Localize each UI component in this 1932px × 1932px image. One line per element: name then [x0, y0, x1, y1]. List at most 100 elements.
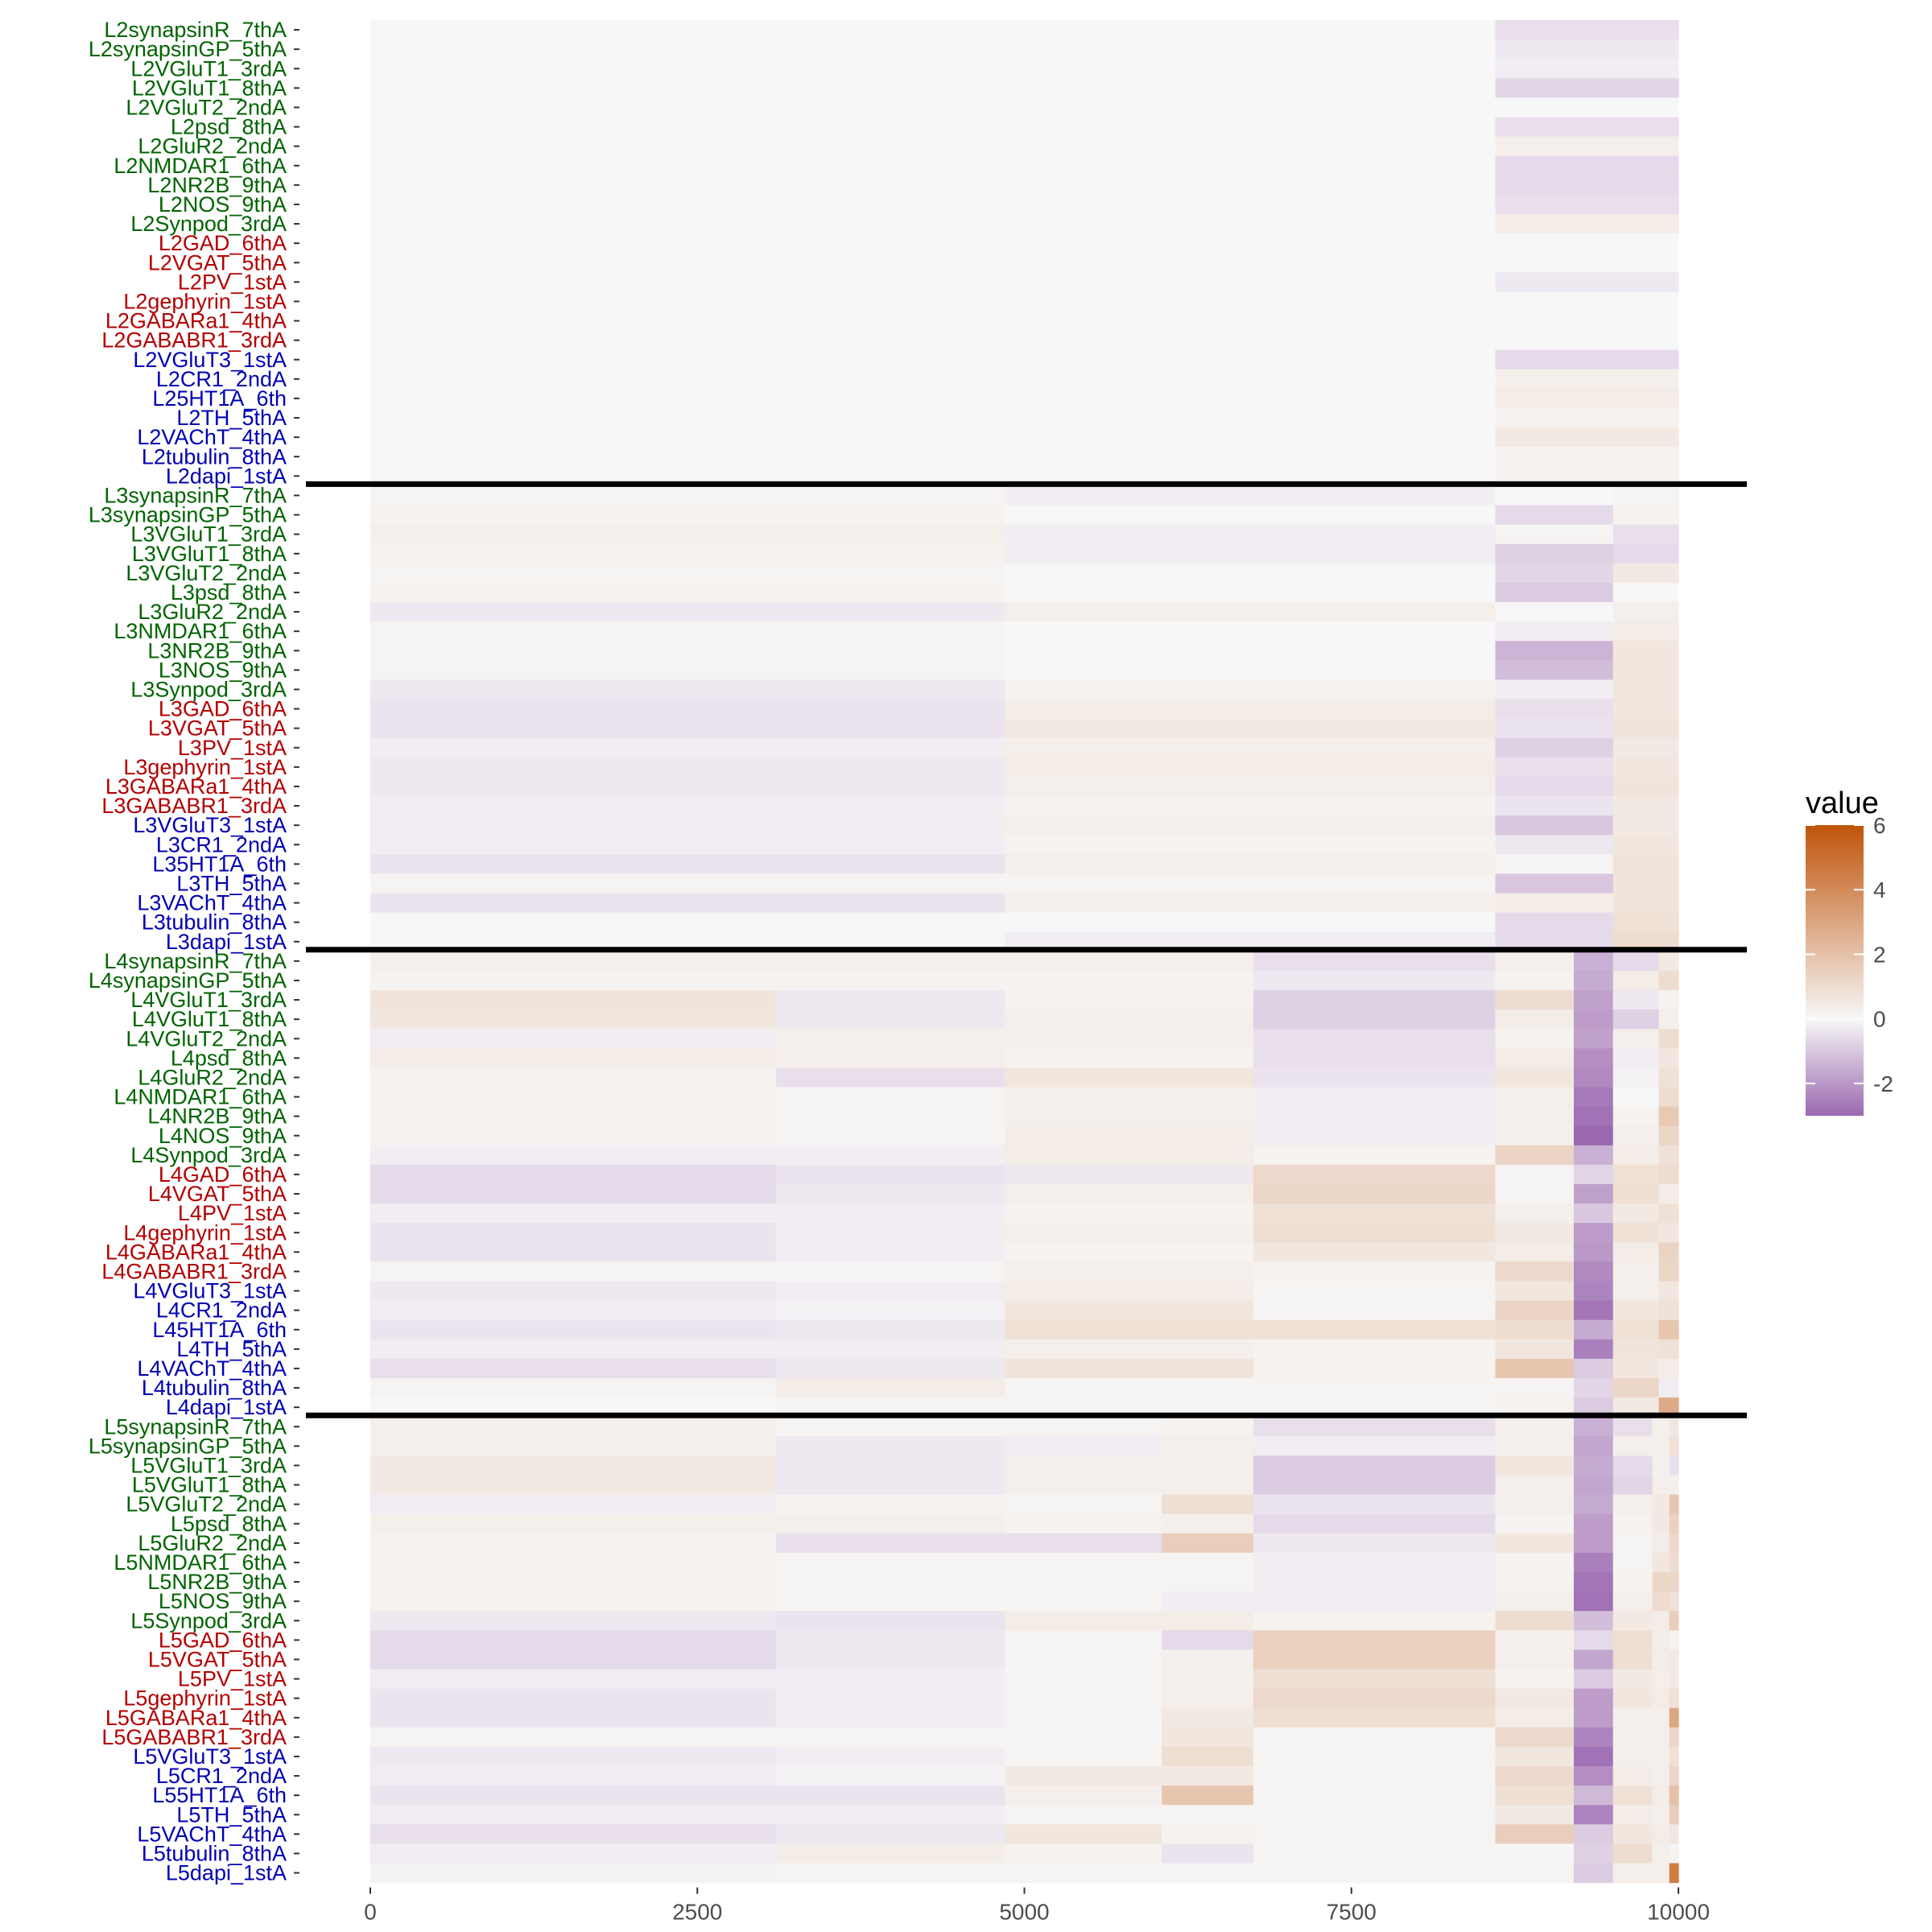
heatmap-cell	[1495, 1184, 1575, 1204]
row-label: L4NMDAR1_6thA	[114, 1085, 287, 1109]
heatmap-cell	[370, 1029, 777, 1049]
heatmap-cell	[1005, 1378, 1254, 1398]
heatmap-cell	[1652, 1669, 1670, 1690]
heatmap-cell	[1612, 1436, 1653, 1456]
heatmap-cell	[1669, 1591, 1679, 1612]
heatmap-cell	[370, 1746, 777, 1767]
row-label: L5psd_8thA	[171, 1512, 287, 1536]
heatmap-cell	[1658, 990, 1679, 1010]
x-tick-label: 2500	[672, 1900, 722, 1925]
heatmap-cell	[1574, 1087, 1614, 1108]
heatmap-cell	[1612, 1611, 1653, 1631]
heatmap-cell	[1658, 1067, 1679, 1088]
row-label: L2GABABR1_3rdA	[101, 328, 287, 353]
heatmap-cell	[370, 311, 1496, 332]
heatmap-cell	[1658, 1029, 1679, 1049]
heatmap-cell	[1253, 1824, 1496, 1844]
row-label: L4NR2B_9thA	[147, 1104, 287, 1129]
heatmap-cell	[1005, 1203, 1254, 1224]
heatmap-cell	[1495, 369, 1679, 390]
heatmap-cell	[1612, 505, 1679, 526]
heatmap-cell	[370, 1863, 777, 1884]
row-label: L3synapsinGP_5thA	[89, 503, 287, 527]
row-label: L3CR1_2ndA	[156, 832, 287, 857]
heatmap-cell	[1495, 776, 1614, 797]
heatmap-cell	[1612, 990, 1660, 1010]
heatmap-cell	[1669, 1513, 1679, 1534]
heatmap-cell	[1669, 1863, 1679, 1884]
heatmap-cell	[1495, 1513, 1575, 1534]
row-label: L2gephyrin_1stA	[123, 289, 287, 313]
heatmap-cell	[1162, 1669, 1254, 1690]
heatmap-cell	[1652, 1785, 1670, 1806]
heatmap-cell	[1005, 1067, 1254, 1088]
heatmap-cell	[1005, 1009, 1254, 1030]
heatmap-cell	[1495, 893, 1614, 914]
row-label: L2GAD_6thA	[159, 231, 287, 255]
heatmap-cell	[775, 1417, 1005, 1437]
heatmap-cell	[1005, 1281, 1254, 1302]
heatmap-cell	[1495, 78, 1679, 98]
row-label: L4GluR2_2ndA	[138, 1065, 287, 1089]
heatmap-cell	[1495, 1746, 1575, 1767]
heatmap-cell	[775, 1863, 1005, 1884]
heatmap-cell	[775, 1242, 1005, 1262]
heatmap-cell	[1612, 1319, 1660, 1340]
heatmap-cell	[1574, 1261, 1614, 1282]
heatmap-cell	[1005, 1843, 1162, 1864]
color-legend: value 6 4 2 0 -2	[1806, 786, 1893, 1116]
heatmap-cell	[370, 39, 1496, 60]
heatmap-cell	[1574, 1863, 1614, 1884]
heatmap-cell	[1005, 1688, 1162, 1709]
heatmap-cell	[1574, 1669, 1614, 1690]
heatmap-cell	[1669, 1630, 1679, 1650]
row-label: L4NOS_9thA	[159, 1124, 287, 1148]
heatmap-cell	[1253, 1863, 1496, 1884]
heatmap-cell	[1162, 1436, 1254, 1456]
heatmap-cell	[1652, 1805, 1670, 1825]
row-label: L5VGluT1_3rdA	[130, 1453, 287, 1477]
heatmap-cell	[370, 97, 1496, 118]
heatmap-cell	[370, 1087, 777, 1108]
heatmap-cell	[1574, 1630, 1614, 1650]
heatmap-cell	[1253, 1707, 1496, 1728]
heatmap-cell	[370, 1785, 777, 1806]
heatmap-cell	[1612, 1378, 1660, 1398]
heatmap-cell	[370, 1475, 777, 1496]
heatmap-cell	[370, 369, 1496, 390]
heatmap-cell	[370, 1164, 777, 1185]
heatmap-cell	[1612, 1339, 1660, 1360]
heatmap-cell	[1574, 1475, 1614, 1496]
heatmap-cell	[370, 1824, 777, 1844]
heatmap-cell	[1658, 951, 1679, 972]
row-label: L4TH_5thA	[176, 1337, 287, 1361]
heatmap-cell	[775, 1572, 1005, 1592]
heatmap-cell	[775, 1611, 1005, 1631]
layer-l3	[370, 485, 1679, 952]
heatmap-cell	[1574, 1048, 1614, 1068]
heatmap-cell	[1495, 1087, 1575, 1108]
heatmap-cell	[775, 1513, 1005, 1534]
heatmap-cell	[775, 1727, 1005, 1748]
heatmap-cell	[1612, 1766, 1653, 1786]
heatmap-cell	[1005, 815, 1496, 836]
heatmap-cell	[370, 990, 777, 1010]
heatmap-cell	[1253, 1300, 1496, 1321]
heatmap-cell	[370, 1688, 777, 1709]
heatmap-cell	[1005, 1727, 1162, 1748]
row-label: L3TH_5thA	[176, 871, 287, 895]
heatmap-cell	[1574, 1145, 1614, 1166]
row-label: L5GABABR1_3rdA	[101, 1725, 287, 1749]
heatmap-cell	[370, 1067, 777, 1088]
heatmap-cell	[775, 1145, 1005, 1166]
heatmap-cell	[1612, 854, 1679, 874]
row-label: L2NOS_9thA	[159, 192, 287, 217]
heatmap-cell	[775, 1261, 1005, 1282]
heatmap-cell	[1495, 1669, 1575, 1690]
heatmap-cell	[1005, 679, 1496, 700]
heatmap-cell	[1495, 757, 1614, 778]
heatmap-cell	[1495, 1824, 1575, 1844]
heatmap-cell	[1162, 1513, 1254, 1534]
row-labels: L2synapsinR_7thAL2synapsinGP_5thAL2VGluT…	[89, 18, 299, 1885]
heatmap-cell	[1253, 1145, 1496, 1166]
